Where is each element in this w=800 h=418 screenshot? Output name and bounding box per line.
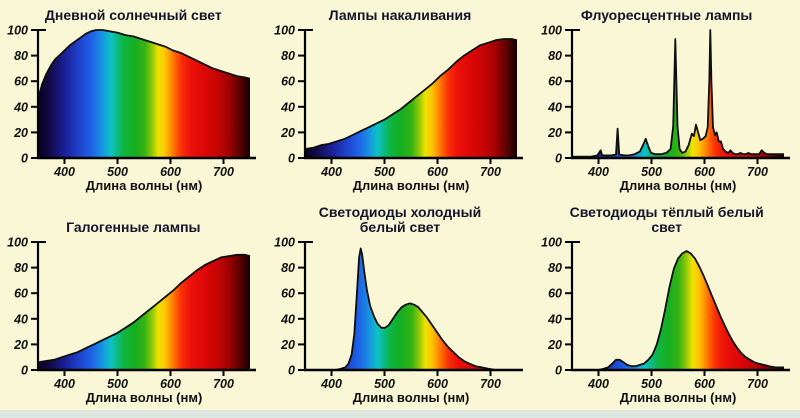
svg-text:20: 20 bbox=[547, 126, 562, 140]
svg-text:500: 500 bbox=[107, 377, 128, 391]
svg-text:80: 80 bbox=[281, 49, 295, 63]
svg-text:400: 400 bbox=[587, 377, 609, 391]
svg-text:700: 700 bbox=[747, 165, 768, 179]
svg-text:700: 700 bbox=[480, 165, 501, 179]
svg-text:0: 0 bbox=[288, 152, 295, 166]
svg-text:100: 100 bbox=[274, 24, 295, 38]
svg-text:80: 80 bbox=[14, 49, 28, 63]
svg-text:700: 700 bbox=[480, 377, 501, 391]
svg-text:20: 20 bbox=[280, 338, 295, 352]
svg-text:100: 100 bbox=[274, 236, 295, 250]
footer-strip bbox=[0, 410, 800, 418]
svg-text:100: 100 bbox=[7, 24, 28, 38]
chart-panel-led-warm-white: Светодиоды тёплый белый свет 0 20 40 60 80 10… bbox=[533, 200, 800, 410]
chart-panel-incandescent: Лампы накаливания 0 20 40 60 80 100 400 500 600 7… bbox=[267, 0, 534, 200]
svg-text:40: 40 bbox=[13, 100, 28, 114]
svg-text:60: 60 bbox=[548, 287, 562, 301]
chart-panel-led-cool-white: Светодиоды холодный белый свет 0 20 40 60 80… bbox=[267, 200, 534, 410]
svg-text:40: 40 bbox=[13, 312, 28, 326]
svg-text:500: 500 bbox=[374, 377, 395, 391]
svg-text:600: 600 bbox=[160, 377, 181, 391]
svg-text:100: 100 bbox=[7, 236, 28, 250]
svg-text:0: 0 bbox=[21, 364, 28, 378]
svg-text:700: 700 bbox=[213, 165, 234, 179]
svg-text:600: 600 bbox=[427, 377, 448, 391]
svg-text:80: 80 bbox=[548, 261, 562, 275]
svg-text:600: 600 bbox=[160, 165, 181, 179]
svg-text:500: 500 bbox=[641, 165, 662, 179]
spectrum-plot: 0 20 40 60 80 100 400 500 600 700 Длина волны (нм) bbox=[7, 24, 257, 193]
svg-text:400: 400 bbox=[320, 377, 342, 391]
svg-text:600: 600 bbox=[694, 165, 715, 179]
svg-text:60: 60 bbox=[14, 287, 28, 301]
svg-text:20: 20 bbox=[13, 126, 28, 140]
svg-text:700: 700 bbox=[213, 377, 234, 391]
svg-text:500: 500 bbox=[641, 377, 662, 391]
svg-text:600: 600 bbox=[694, 377, 715, 391]
chart-panel-daylight: Дневной солнечный свет 0 20 40 60 80 100 400 50… bbox=[0, 0, 267, 200]
svg-text:60: 60 bbox=[281, 75, 295, 89]
spectrum-plot: 0 20 40 60 80 100 400 500 600 700 Длина волны (нм) bbox=[541, 24, 790, 193]
svg-text:Длина волны (нм): Длина волны (нм) bbox=[619, 178, 736, 193]
spectrum-plot: 0 20 40 60 80 100 400 500 600 700 Длина волны (нм) bbox=[274, 24, 523, 193]
spectrum-plot: 0 20 40 60 80 100 400 500 600 700 Длина волны (нм) bbox=[274, 236, 523, 405]
svg-text:60: 60 bbox=[548, 75, 562, 89]
svg-text:400: 400 bbox=[53, 165, 75, 179]
chart-title: Флуоресцентные лампы bbox=[580, 7, 753, 24]
chart-title: Светодиоды тёплый белый свет bbox=[569, 203, 764, 236]
svg-text:600: 600 bbox=[427, 165, 448, 179]
svg-text:100: 100 bbox=[541, 236, 562, 250]
svg-text:500: 500 bbox=[374, 165, 395, 179]
svg-text:40: 40 bbox=[547, 312, 562, 326]
svg-text:80: 80 bbox=[281, 261, 295, 275]
chart-title: Галогенные лампы bbox=[66, 219, 201, 236]
svg-text:400: 400 bbox=[320, 165, 342, 179]
svg-text:400: 400 bbox=[53, 377, 75, 391]
svg-text:0: 0 bbox=[555, 364, 562, 378]
svg-text:700: 700 bbox=[747, 377, 768, 391]
spectrum-plot: 0 20 40 60 80 100 400 500 600 700 Длина волны (нм) bbox=[541, 236, 790, 405]
svg-text:Длина волны (нм): Длина волны (нм) bbox=[86, 390, 203, 405]
svg-text:80: 80 bbox=[14, 261, 28, 275]
svg-text:Длина волны (нм): Длина волны (нм) bbox=[619, 390, 736, 405]
svg-text:0: 0 bbox=[555, 152, 562, 166]
svg-text:40: 40 bbox=[280, 312, 295, 326]
chart-title: Светодиоды холодный белый свет bbox=[318, 203, 482, 236]
svg-text:20: 20 bbox=[547, 338, 562, 352]
svg-text:60: 60 bbox=[14, 75, 28, 89]
svg-text:0: 0 bbox=[288, 364, 295, 378]
svg-text:Длина волны (нм): Длина волны (нм) bbox=[86, 178, 203, 193]
svg-text:80: 80 bbox=[548, 49, 562, 63]
chart-title: Лампы накаливания bbox=[328, 7, 472, 24]
svg-text:Длина волны (нм): Длина волны (нм) bbox=[353, 178, 470, 193]
svg-text:60: 60 bbox=[281, 287, 295, 301]
svg-text:20: 20 bbox=[13, 338, 28, 352]
svg-text:Длина волны (нм): Длина волны (нм) bbox=[353, 390, 470, 405]
svg-text:0: 0 bbox=[21, 152, 28, 166]
spectrum-plot: 0 20 40 60 80 100 400 500 600 700 Длина волны (нм) bbox=[7, 236, 257, 405]
chart-panel-halogen: Галогенные лампы 0 20 40 60 80 100 400 500 600 70… bbox=[0, 200, 267, 410]
svg-text:400: 400 bbox=[587, 165, 609, 179]
svg-text:40: 40 bbox=[547, 100, 562, 114]
chart-panel-fluorescent: Флуоресцентные лампы 0 20 40 60 80 100 400 500 6… bbox=[533, 0, 800, 200]
svg-text:40: 40 bbox=[280, 100, 295, 114]
svg-text:100: 100 bbox=[541, 24, 562, 38]
svg-text:20: 20 bbox=[280, 126, 295, 140]
chart-title: Дневной солнечный свет bbox=[44, 7, 222, 24]
svg-text:500: 500 bbox=[107, 165, 128, 179]
